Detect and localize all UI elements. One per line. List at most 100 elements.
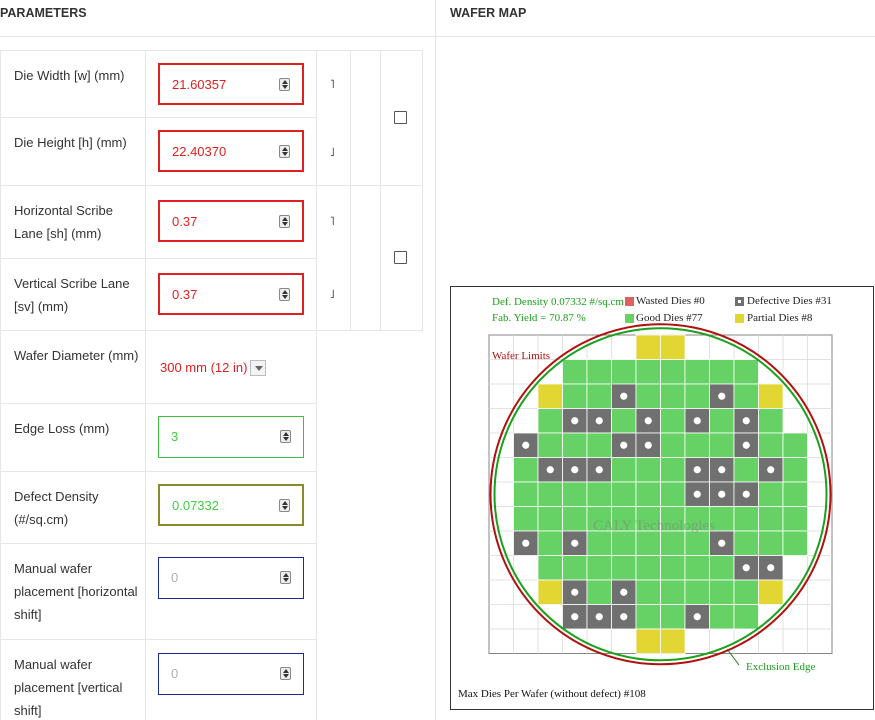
grid-cell [807, 628, 833, 654]
defect-dot [620, 613, 628, 621]
defect-dot [571, 539, 579, 547]
good-die [562, 506, 588, 532]
good-die [660, 579, 686, 605]
good-die [709, 408, 735, 434]
good-die [586, 530, 612, 556]
grid-cell [807, 408, 833, 434]
partial-die [537, 579, 563, 605]
wafer-diameter-select[interactable]: 300 mm (12 in) [160, 358, 267, 377]
good-die [513, 457, 539, 483]
stepper-icon[interactable] [279, 499, 290, 512]
good-die [782, 481, 808, 507]
defective-die [586, 604, 612, 630]
good-die [635, 604, 661, 630]
table-border [145, 639, 317, 720]
defect-density-input[interactable]: 0.07332 [158, 484, 304, 526]
good-die [660, 359, 686, 385]
good-die [758, 481, 784, 507]
good-die [733, 359, 759, 385]
good-die [684, 359, 710, 385]
grid-cell [488, 383, 514, 409]
good-die [635, 555, 661, 581]
good-die [635, 530, 661, 556]
good-die [660, 408, 686, 434]
good-die [733, 383, 759, 409]
good-die [709, 579, 735, 605]
stepper-icon[interactable] [280, 430, 291, 443]
wafer-map-svg [488, 323, 833, 666]
lock-scribe-checkbox[interactable] [394, 251, 407, 264]
stepper-icon[interactable] [279, 215, 290, 228]
good-die [537, 555, 563, 581]
good-die [562, 555, 588, 581]
exclusion-pointer [726, 648, 740, 666]
good-die [635, 383, 661, 409]
good-die [537, 408, 563, 434]
defect-dot [693, 466, 701, 474]
die-height-label: Die Height [h] (mm) [14, 135, 127, 150]
good-die [684, 530, 710, 556]
chevron-down-icon[interactable] [250, 359, 267, 376]
good-die [709, 555, 735, 581]
defect-dot [571, 466, 579, 474]
link-bracket-top-icon: ˥ [330, 214, 335, 228]
good-die [635, 359, 661, 385]
good-die [660, 506, 686, 532]
defect-dot [718, 539, 726, 547]
edge-loss-input[interactable]: 3 [158, 416, 304, 458]
h-scribe-input[interactable]: 0.37 [158, 200, 304, 242]
defect-dot [546, 466, 554, 474]
stepper-icon[interactable] [279, 145, 290, 158]
good-die [537, 481, 563, 507]
stepper-icon[interactable] [280, 571, 291, 584]
h-shift-input[interactable]: 0 [158, 557, 304, 599]
partial-die [635, 334, 661, 360]
lock-dimensions-checkbox[interactable] [394, 111, 407, 124]
grid-cell [807, 604, 833, 630]
table-border [380, 185, 423, 331]
defect-dot [742, 490, 750, 498]
h-shift-label: Manual wafer placement [horizontal shift… [14, 561, 138, 622]
grid-cell [807, 481, 833, 507]
die-width-input[interactable]: 21.60357 [158, 63, 304, 105]
good-die [635, 481, 661, 507]
good-die [782, 432, 808, 458]
watermark-text: CALY Technologies [593, 518, 716, 534]
good-die [586, 359, 612, 385]
partial-die [758, 579, 784, 605]
good-die [537, 530, 563, 556]
good-die [635, 579, 661, 605]
wafer-limit-circle [489, 323, 832, 666]
grid-cell [513, 628, 539, 654]
v-shift-label: Manual wafer placement [vertical shift] [14, 657, 123, 718]
table-border [350, 185, 381, 331]
link-bracket-top-icon: ˥ [330, 77, 335, 91]
good-die [660, 383, 686, 409]
v-scribe-label: Vertical Scribe Lane [sv] (mm) [14, 276, 130, 314]
exclusion-edge-circle [493, 327, 828, 662]
stepper-icon[interactable] [279, 78, 290, 91]
v-scribe-input[interactable]: 0.37 [158, 273, 304, 315]
good-die [758, 506, 784, 532]
defect-dot [718, 490, 726, 498]
good-die [562, 383, 588, 409]
grid-cell [758, 334, 784, 360]
stepper-icon[interactable] [279, 288, 290, 301]
h-scribe-label: Horizontal Scribe Lane [sh] (mm) [14, 203, 113, 241]
good-die [709, 604, 735, 630]
grid-cell [807, 555, 833, 581]
good-die [611, 408, 637, 434]
die-height-input[interactable]: 22.40370 [158, 130, 304, 172]
v-shift-input[interactable]: 0 [158, 653, 304, 695]
good-die [660, 481, 686, 507]
table-border [350, 50, 381, 186]
good-die [660, 555, 686, 581]
table-border [316, 185, 351, 331]
defect-dot [595, 417, 603, 425]
good-die [586, 579, 612, 605]
partial-die [660, 628, 686, 654]
good-die [611, 555, 637, 581]
defect-dot [620, 441, 628, 449]
stepper-icon[interactable] [280, 667, 291, 680]
good-die [758, 408, 784, 434]
